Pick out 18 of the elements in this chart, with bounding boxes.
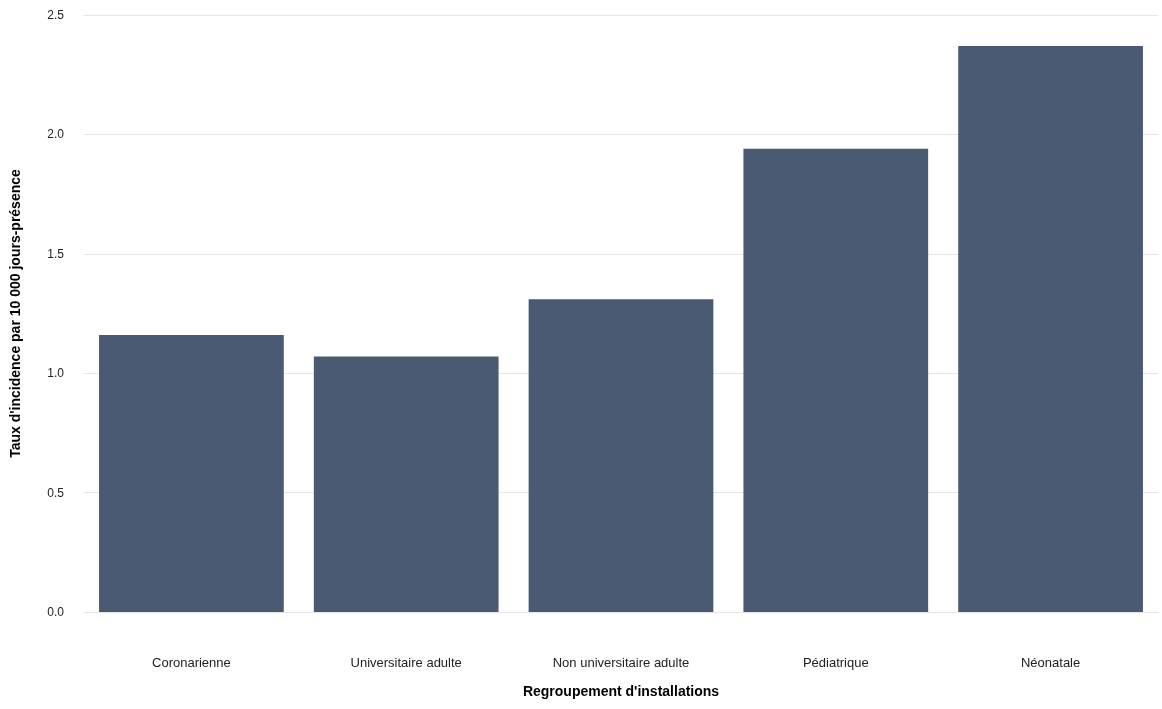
x-tick-label: Coronarienne [152,655,231,670]
bar [99,334,284,612]
y-tick-label: 2.0 [47,127,65,142]
x-tick-label: Non universitaire adulte [552,655,690,670]
x-axis-title: Regroupement d'installations [522,683,720,699]
bar [528,299,714,612]
x-tick-label: Néonatale [1020,655,1081,670]
y-tick-label: 2.5 [47,8,65,22]
y-tick-label: 1.0 [47,366,65,381]
y-axis-title: Taux d'incidence par 10 000 jours-présence [7,168,23,458]
x-tick-label: Universitaire adulte [350,655,462,670]
bar [313,356,499,612]
bar [743,148,929,612]
y-tick-label: 0.5 [47,485,65,500]
y-tick-label: 0.0 [47,605,65,619]
x-tick-label: Pédiatrique [802,655,869,670]
bar [958,46,1143,612]
y-tick-label: 1.5 [47,246,65,261]
